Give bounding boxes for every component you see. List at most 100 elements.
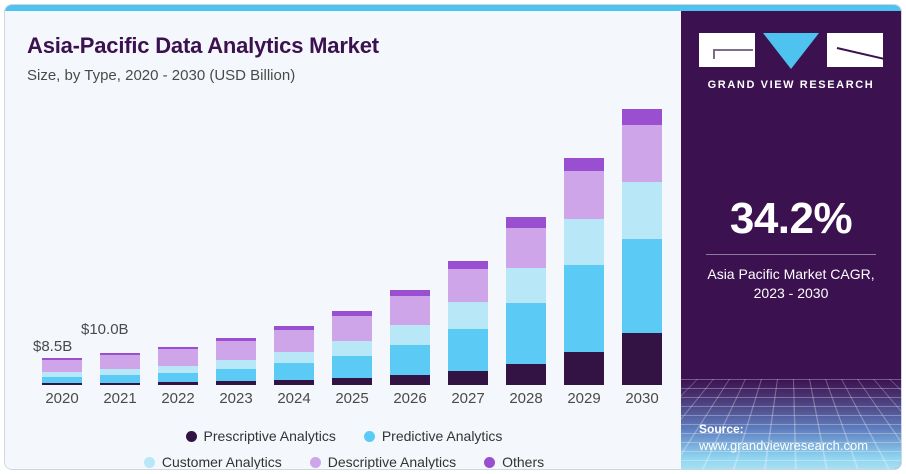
cagr-divider — [706, 254, 876, 255]
bar-2030[interactable] — [622, 109, 662, 385]
x-axis-label-2025: 2025 — [335, 390, 369, 407]
bar-2027[interactable] — [448, 260, 488, 385]
bar-segment-customer-analytics — [564, 218, 604, 266]
legend-swatch-icon — [309, 456, 321, 468]
x-axis-label-2030: 2030 — [625, 390, 659, 407]
bar-2024[interactable] — [274, 326, 314, 385]
bar-2023[interactable] — [216, 337, 256, 385]
horizon-horizontal-lines — [681, 379, 901, 469]
bar-segment-prescriptive-analytics — [100, 382, 140, 385]
bar-segment-predictive-analytics — [274, 363, 314, 380]
legend-label: Descriptive Analytics — [327, 454, 457, 470]
legend-item-customer-analytics[interactable]: Customer Analytics — [143, 454, 282, 470]
bar-segment-customer-analytics — [506, 267, 546, 304]
legend-row-2: Customer Analytics Descriptive Analytics O… — [5, 449, 683, 470]
bar-segment-prescriptive-analytics — [622, 333, 662, 385]
bar-2020[interactable] — [42, 357, 82, 385]
legend-item-predictive-analytics[interactable]: Predictive Analytics — [363, 428, 503, 444]
bar-segment-prescriptive-analytics — [332, 377, 372, 385]
bar-segment-descriptive-analytics — [158, 349, 198, 366]
value-label-2021: $10.0B — [81, 321, 129, 338]
bar-segment-predictive-analytics — [158, 372, 198, 383]
cagr-label: Asia Pacific Market CAGR, 2023 - 2030 — [681, 265, 901, 303]
source-block: Source: www.grandviewresearch.com — [699, 422, 868, 453]
bar-stack — [622, 109, 662, 385]
bar-segment-customer-analytics — [332, 340, 372, 356]
bar-segment-predictive-analytics — [506, 303, 546, 365]
bar-segment-predictive-analytics — [100, 375, 140, 383]
bar-segment-prescriptive-analytics — [564, 352, 604, 385]
bar-segment-others — [564, 157, 604, 172]
x-axis-label-2023: 2023 — [219, 390, 253, 407]
cagr-stat: 34.2% Asia Pacific Market CAGR, 2023 - 2… — [681, 197, 901, 303]
bar-2025[interactable] — [332, 310, 372, 385]
bar-segment-descriptive-analytics — [564, 171, 604, 219]
legend-item-prescriptive-analytics[interactable]: Prescriptive Analytics — [185, 428, 336, 444]
x-axis-label-2026: 2026 — [393, 390, 427, 407]
bar-segment-predictive-analytics — [622, 239, 662, 334]
bar-segment-prescriptive-analytics — [274, 379, 314, 385]
brand-logo: GRAND VIEW RESEARCH — [681, 33, 901, 91]
logo-right-box-icon — [827, 33, 883, 67]
legend-swatch-icon — [185, 430, 197, 442]
bar-segment-predictive-analytics — [332, 355, 372, 378]
bar-stack — [42, 357, 82, 385]
bar-segment-others — [158, 346, 198, 350]
bar-segment-others — [622, 109, 662, 126]
source-url[interactable]: www.grandviewresearch.com — [699, 438, 869, 453]
chart-subtitle: Size, by Type, 2020 - 2030 (USD Billion) — [27, 67, 296, 84]
plot-area: 2020 2021 2022 2023 2024 2025 2026 2027 2028 2029… — [5, 11, 683, 411]
logo-triangle-icon — [763, 33, 819, 69]
bar-segment-prescriptive-analytics — [390, 375, 430, 385]
bar-segment-others — [448, 260, 488, 270]
legend-label: Others — [502, 454, 545, 470]
bar-segment-customer-analytics — [390, 325, 430, 345]
chart-legend: Prescriptive Analytics Predictive Analyti… — [5, 423, 683, 470]
infographic-card: Asia-Pacific Data Analytics Market Size,… — [4, 4, 902, 470]
bar-2021[interactable] — [100, 353, 140, 385]
bar-segment-prescriptive-analytics — [216, 381, 256, 385]
bar-2028[interactable] — [506, 217, 546, 385]
brand-name: GRAND VIEW RESEARCH — [707, 79, 875, 91]
bar-stack — [506, 217, 546, 385]
bar-2026[interactable] — [390, 289, 430, 385]
legend-item-descriptive-analytics[interactable]: Descriptive Analytics — [309, 454, 457, 470]
bar-2022[interactable] — [158, 346, 198, 385]
bar-segment-descriptive-analytics — [448, 269, 488, 303]
bar-stack — [390, 289, 430, 385]
bar-segment-customer-analytics — [622, 181, 662, 240]
bar-segment-others — [100, 353, 140, 356]
bar-stack — [100, 353, 140, 385]
legend-swatch-icon — [484, 456, 496, 468]
bar-stack — [158, 346, 198, 385]
legend-swatch-icon — [143, 456, 155, 468]
x-axis-label-2020: 2020 — [45, 390, 79, 407]
brand-panel: GRAND VIEW RESEARCH 34.2% Asia Pacific M… — [681, 11, 901, 469]
bar-stack — [332, 310, 372, 385]
x-axis-label-2028: 2028 — [509, 390, 543, 407]
bar-segment-descriptive-analytics — [274, 330, 314, 352]
bar-segment-others — [390, 289, 430, 297]
bar-segment-descriptive-analytics — [332, 315, 372, 341]
legend-item-others[interactable]: Others — [484, 454, 545, 470]
legend-label: Customer Analytics — [161, 454, 282, 470]
value-label-2020: $8.5B — [33, 338, 73, 355]
legend-label: Predictive Analytics — [381, 428, 503, 444]
bar-segment-others — [506, 217, 546, 229]
bar-segment-customer-analytics — [274, 351, 314, 364]
x-axis-label-2022: 2022 — [161, 390, 195, 407]
bar-segment-customer-analytics — [158, 365, 198, 373]
bar-stack — [448, 260, 488, 385]
chart-pane: Asia-Pacific Data Analytics Market Size,… — [5, 11, 683, 470]
x-axis-label-2029: 2029 — [567, 390, 601, 407]
bar-segment-others — [332, 310, 372, 316]
horizon-grid-graphic — [681, 379, 901, 469]
bar-segment-predictive-analytics — [564, 265, 604, 353]
x-axis-label-2027: 2027 — [451, 390, 485, 407]
bar-segment-descriptive-analytics — [506, 228, 546, 268]
bar-2029[interactable] — [564, 157, 604, 385]
bar-segment-prescriptive-analytics — [506, 364, 546, 385]
bar-stack — [274, 326, 314, 385]
bar-segment-others — [274, 326, 314, 331]
